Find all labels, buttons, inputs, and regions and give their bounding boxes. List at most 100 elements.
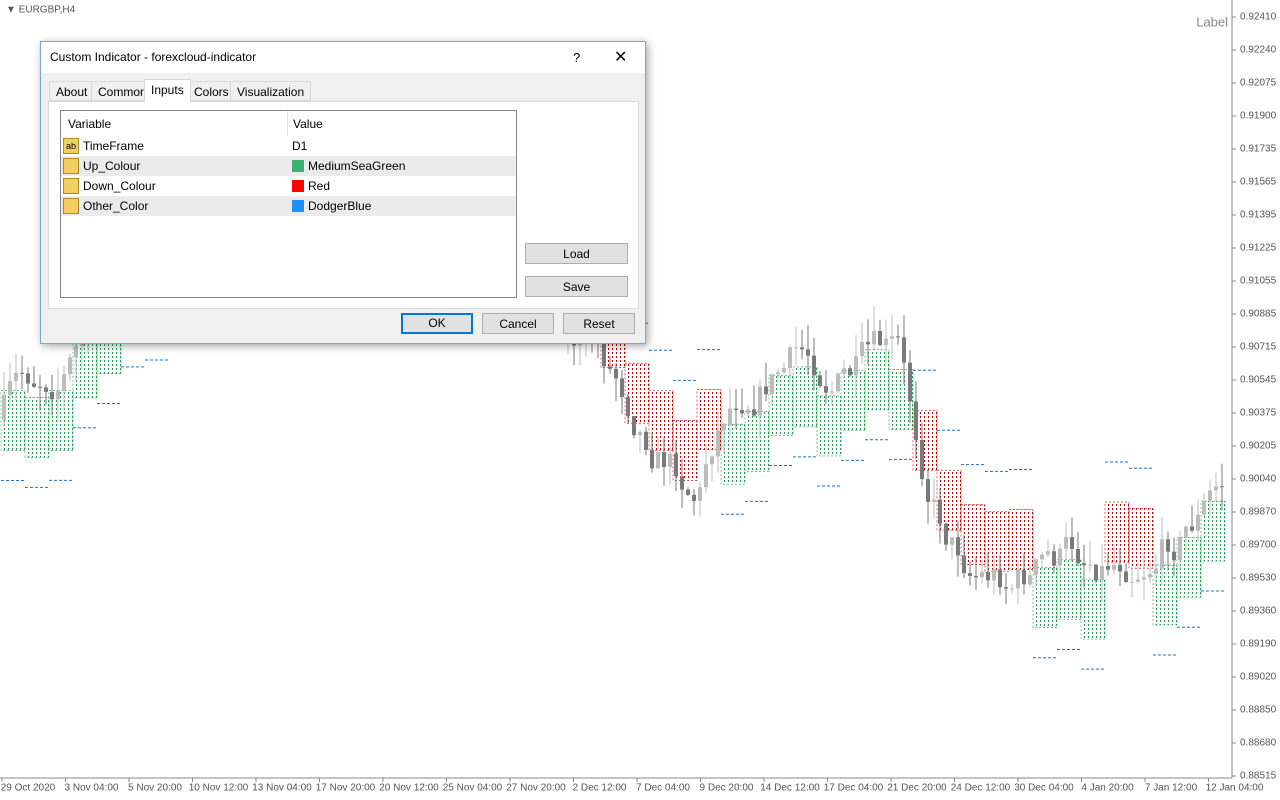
candle-body <box>1172 551 1176 561</box>
button[interactable]: Save <box>525 276 628 297</box>
column-header: Variable <box>68 117 112 131</box>
candle-body <box>860 341 864 357</box>
candle-body <box>1094 564 1098 581</box>
row-icon <box>63 158 79 174</box>
candle-body <box>1118 564 1122 572</box>
price-label: 0.88515 <box>1240 771 1277 782</box>
candle-body <box>926 479 930 503</box>
candle-body <box>62 374 66 391</box>
candle-body <box>656 452 660 469</box>
candle-body <box>1052 551 1056 566</box>
tab[interactable]: Colors <box>187 81 236 101</box>
candle-body <box>848 368 852 376</box>
table-row[interactable]: Other_Color DodgerBlue <box>61 196 516 216</box>
close-button[interactable]: ✕ <box>614 49 628 66</box>
dialog: Custom Indicator - forexcloud-indicator … <box>40 41 646 344</box>
candle-body <box>836 373 840 392</box>
time-label: 17 Dec 04:00 <box>824 783 884 794</box>
variable: TimeFrame <box>83 139 144 153</box>
candle-body <box>26 373 30 384</box>
time-label: 9 Dec 20:00 <box>700 783 754 794</box>
color-swatch <box>292 200 304 212</box>
price-label: 0.92075 <box>1240 78 1277 89</box>
candle-body <box>962 555 966 574</box>
value: D1 <box>292 139 308 153</box>
candle-body <box>1184 526 1188 538</box>
tab-panel: Variable Value ab TimeFrame D1 Up_Colour Mediu… <box>48 101 639 309</box>
button[interactable]: Cancel <box>482 313 554 334</box>
candle-body <box>44 387 48 392</box>
tab[interactable]: Inputs <box>144 79 191 102</box>
candle-body <box>1130 581 1134 583</box>
time-label: 27 Nov 20:00 <box>506 783 566 794</box>
time-label: 24 Dec 12:00 <box>951 783 1011 794</box>
price-label: 0.90375 <box>1240 408 1277 419</box>
row-icon: ab <box>63 138 79 154</box>
time-label: 5 Nov 20:00 <box>128 783 182 794</box>
candle-body <box>944 523 948 545</box>
candle-body <box>1166 539 1170 552</box>
candle-body <box>914 401 918 441</box>
candle-body <box>770 374 774 395</box>
cloud <box>816 395 842 457</box>
candle-body <box>830 391 834 393</box>
candle-body <box>764 386 768 395</box>
table-row[interactable]: Up_Colour MediumSeaGreen <box>61 156 516 176</box>
price-label: 0.91735 <box>1240 144 1277 155</box>
price-label: 0.89700 <box>1240 540 1277 551</box>
button[interactable]: OK <box>401 313 473 334</box>
time-label: 30 Dec 04:00 <box>1014 783 1074 794</box>
cloud <box>1152 564 1178 626</box>
candle-body <box>1076 548 1080 564</box>
candle-body <box>902 337 906 363</box>
candle-body <box>872 331 876 345</box>
candle-body <box>638 431 642 436</box>
candle-body <box>920 440 924 480</box>
tab[interactable]: Visualization <box>230 81 312 101</box>
table-row[interactable]: ab TimeFrame D1 <box>61 136 516 156</box>
price-label: 0.91900 <box>1240 111 1277 122</box>
table-row[interactable]: Down_Colour Red <box>61 176 516 196</box>
candle-body <box>968 573 972 576</box>
cloud <box>1104 501 1130 563</box>
price-label: 0.89360 <box>1240 606 1277 617</box>
candle-body <box>38 386 42 388</box>
candle-body <box>1016 569 1020 589</box>
tab[interactable]: About <box>49 81 95 101</box>
cloud <box>840 370 866 431</box>
price-label: 0.90885 <box>1240 309 1277 320</box>
candle-body <box>1022 569 1026 585</box>
button[interactable]: Load <box>525 243 628 264</box>
candle-body <box>8 381 12 396</box>
cloud <box>1080 578 1106 640</box>
candle-body <box>1220 486 1224 488</box>
candle-body <box>1190 526 1194 531</box>
candle-body <box>938 499 942 524</box>
time-label: 20 Nov 12:00 <box>379 783 439 794</box>
candle-body <box>650 449 654 469</box>
cloud <box>696 389 722 450</box>
candle-body <box>974 575 978 578</box>
help-button[interactable]: ? <box>573 50 581 65</box>
candle-body <box>1082 563 1086 566</box>
price-label: 0.88850 <box>1240 705 1277 716</box>
variable: Up_Colour <box>83 159 141 173</box>
tab[interactable]: Common <box>91 81 154 101</box>
candle-body <box>842 368 846 374</box>
candle-body <box>674 453 678 477</box>
candle-body <box>800 347 804 350</box>
variable: Down_Colour <box>83 179 156 193</box>
price-label: 0.90205 <box>1240 441 1277 452</box>
time-label: 14 Dec 12:00 <box>760 783 820 794</box>
button[interactable]: Reset <box>563 313 635 334</box>
dialog-title: Custom Indicator - forexcloud-indicator <box>50 50 257 64</box>
candle-body <box>878 331 882 346</box>
cloud <box>1032 567 1058 629</box>
candle-body <box>74 345 78 358</box>
price-label: 0.89020 <box>1240 672 1277 683</box>
candle-body <box>992 569 996 581</box>
cloud <box>744 411 770 472</box>
cloud <box>960 504 986 565</box>
candle-body <box>680 476 684 490</box>
candle-body <box>710 456 714 465</box>
